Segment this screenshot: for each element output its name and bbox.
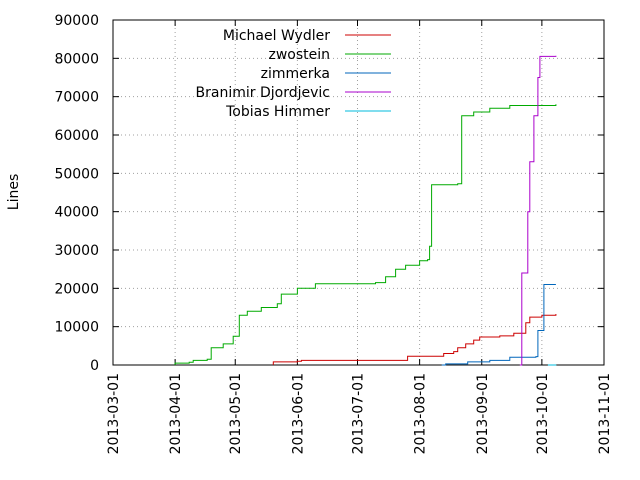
plot-frame	[112, 19, 605, 366]
legend-label: Tobias Himmer	[225, 104, 330, 120]
y-tick-label: 10000	[54, 320, 99, 336]
x-tick-label: 2013-09-01	[475, 373, 491, 454]
y-axis-title: Lines	[6, 174, 22, 210]
x-tick-label: 2013-03-01	[106, 373, 122, 454]
x-tick-label: 2013-08-01	[413, 373, 429, 454]
series-line-1	[174, 104, 557, 365]
x-tick-label: 2013-06-01	[290, 373, 306, 454]
x-axis: 2013-03-01 2013-04-01 2013-05-01 2013-06-01…	[106, 20, 613, 454]
y-tick-label: 60000	[54, 128, 99, 144]
x-tick-label: 2013-11-01	[597, 373, 613, 454]
y-tick-label: 40000	[54, 205, 99, 221]
legend-label: Branimir Djordjevic	[196, 85, 330, 101]
y-tick-label: 0	[90, 358, 99, 374]
legend: Michael Wydler zwostein zimmerka Branimir D…	[196, 28, 391, 120]
grid-lines	[113, 20, 604, 365]
y-tick-label: 80000	[54, 51, 99, 67]
y-tick-label: 50000	[54, 166, 99, 182]
y-tick-label: 20000	[54, 281, 99, 297]
legend-label: zwostein	[268, 47, 330, 63]
y-tick-label: 70000	[54, 90, 99, 106]
x-tick-label: 2013-07-01	[350, 373, 366, 454]
series-line-2	[441, 284, 556, 366]
legend-label: zimmerka	[261, 66, 330, 82]
x-tick-label: 2013-05-01	[228, 373, 244, 454]
x-tick-label: 2013-04-01	[168, 373, 184, 454]
y-axis: 0 10000 20000 30000 40000 50000 60000 70000 8000…	[54, 13, 604, 374]
y-tick-label: 30000	[54, 243, 99, 259]
series-lines	[174, 55, 557, 366]
series-line-0	[272, 314, 557, 365]
series-line-3	[519, 55, 557, 366]
legend-label: Michael Wydler	[223, 28, 330, 44]
y-tick-label: 90000	[54, 13, 99, 29]
x-tick-label: 2013-10-01	[535, 373, 551, 454]
